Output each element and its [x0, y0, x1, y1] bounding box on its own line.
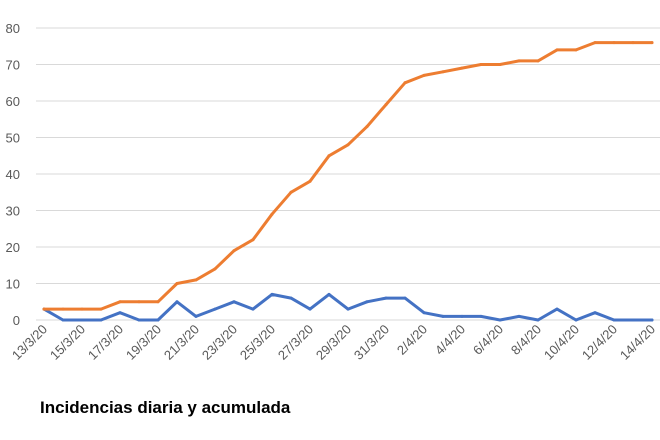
y-tick-label: 80: [6, 21, 20, 36]
data-point-cumulative: [631, 41, 635, 45]
chart-caption: Incidencias diaria y acumulada: [40, 398, 291, 417]
data-point-daily: [137, 318, 141, 322]
data-point-cumulative: [327, 154, 331, 158]
x-tick-label: 21/3/20: [161, 322, 202, 363]
x-tick-label: 17/3/20: [85, 322, 126, 363]
x-axis-ticks: 13/3/2015/3/2017/3/2019/3/2021/3/2023/3/…: [9, 322, 658, 363]
data-point-cumulative: [137, 300, 141, 304]
data-point-daily: [327, 292, 331, 296]
data-point-daily: [308, 307, 312, 311]
line-chart: 0 10 20 30 40 50 60 70 80 13/3/2015/3/2017/3/201…: [6, 21, 660, 363]
data-point-daily: [650, 318, 654, 322]
data-point-cumulative: [517, 59, 521, 63]
data-point-daily: [498, 318, 502, 322]
data-point-daily: [118, 311, 122, 315]
data-point-cumulative: [42, 307, 46, 311]
y-tick-label: 30: [6, 204, 20, 219]
x-tick-label: 27/3/20: [275, 322, 316, 363]
y-tick-label: 40: [6, 167, 20, 182]
data-point-cumulative: [612, 41, 616, 45]
chart: 0 10 20 30 40 50 60 70 80 13/3/20 15/3/20 17/3/20 1…: [6, 21, 660, 363]
data-point-cumulative: [194, 278, 198, 282]
data-point-daily: [555, 307, 559, 311]
y-tick-label: 70: [6, 58, 20, 73]
data-point-daily: [517, 314, 521, 318]
data-point-daily: [612, 318, 616, 322]
data-point-cumulative: [441, 70, 445, 74]
data-point-cumulative: [289, 190, 293, 194]
data-point-daily: [175, 300, 179, 304]
x-tick-label: 14/4/20: [617, 322, 658, 363]
series: [42, 41, 654, 322]
y-tick-label: 20: [6, 240, 20, 255]
y-tick-label: 60: [6, 94, 20, 109]
y-tick-label: 10: [6, 277, 20, 292]
data-point-daily: [479, 314, 483, 318]
data-point-daily: [536, 318, 540, 322]
data-point-cumulative: [650, 41, 654, 45]
x-tick-label: 23/3/20: [199, 322, 240, 363]
data-point-cumulative: [422, 73, 426, 77]
x-tick-label: 31/3/20: [351, 322, 392, 363]
data-point-daily: [80, 318, 84, 322]
data-point-daily: [289, 296, 293, 300]
x-tick-label: 25/3/20: [237, 322, 278, 363]
data-point-cumulative: [308, 179, 312, 183]
data-point-cumulative: [460, 66, 464, 70]
x-tick-label: 19/3/20: [123, 322, 164, 363]
x-tick-label: 10/4/20: [541, 322, 582, 363]
series-line-cumulative: [42, 41, 654, 311]
data-point-cumulative: [593, 41, 597, 45]
data-point-daily: [270, 292, 274, 296]
data-point-daily: [384, 296, 388, 300]
data-point-cumulative: [498, 63, 502, 66]
data-point-daily: [99, 318, 103, 322]
data-point-daily: [156, 318, 160, 322]
data-point-cumulative: [346, 143, 350, 147]
data-point-cumulative: [384, 103, 388, 107]
data-point-cumulative: [80, 307, 84, 311]
series-line-daily: [42, 292, 654, 322]
x-tick-label: 4/4/20: [432, 322, 468, 358]
data-point-daily: [631, 318, 635, 322]
data-point-daily: [403, 296, 407, 300]
x-tick-label: 29/3/20: [313, 322, 354, 363]
data-point-cumulative: [175, 282, 179, 285]
data-point-cumulative: [232, 249, 236, 253]
data-point-cumulative: [365, 125, 369, 129]
data-point-daily: [194, 314, 198, 318]
data-point-cumulative: [118, 300, 122, 304]
x-tick-label: 2/4/20: [394, 322, 430, 358]
data-point-daily: [251, 307, 255, 311]
data-point-cumulative: [156, 300, 160, 304]
data-point-daily: [213, 307, 217, 311]
data-point-cumulative: [536, 59, 540, 63]
data-point-cumulative: [574, 48, 578, 52]
data-point-cumulative: [403, 81, 407, 85]
y-tick-label: 0: [13, 313, 20, 328]
x-tick-label: 8/4/20: [508, 322, 544, 358]
data-point-daily: [422, 311, 426, 315]
data-point-cumulative: [555, 48, 559, 52]
data-point-daily: [346, 307, 350, 311]
data-point-cumulative: [251, 238, 255, 242]
data-point-cumulative: [479, 63, 483, 66]
data-point-cumulative: [213, 267, 217, 271]
data-point-daily: [441, 314, 445, 318]
x-tick-label: 15/3/20: [47, 322, 88, 363]
data-point-daily: [365, 300, 369, 304]
data-point-daily: [593, 311, 597, 315]
data-point-cumulative: [99, 307, 103, 311]
x-tick-label: 6/4/20: [470, 322, 506, 358]
data-point-cumulative: [61, 307, 65, 311]
y-axis-ticks: 0 10 20 30 40 50 60 70 80: [6, 21, 20, 328]
x-tick-label: 12/4/20: [579, 322, 620, 363]
data-point-daily: [574, 318, 578, 322]
y-tick-label: 50: [6, 131, 20, 146]
gridlines: [36, 27, 660, 321]
data-point-daily: [460, 314, 464, 318]
data-point-cumulative: [270, 212, 274, 216]
data-point-daily: [232, 300, 236, 304]
data-point-daily: [61, 318, 65, 322]
